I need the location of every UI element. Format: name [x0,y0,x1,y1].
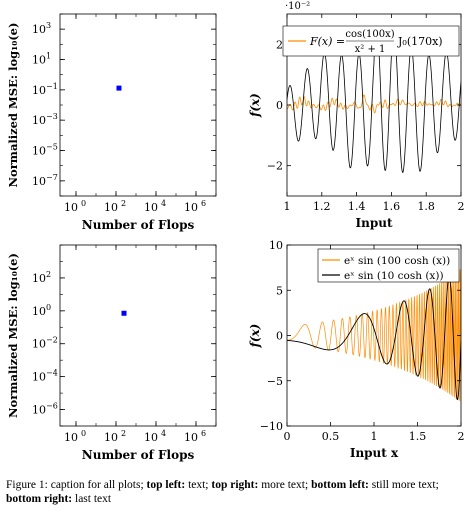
caption-label-top-right: top right: [211,479,259,491]
y-tick-label: 10 [32,371,46,384]
x-tick-label: 1 [371,430,378,443]
caption-label-bottom-left: bottom left: [311,479,369,491]
x-tick-label: 0.5 [322,430,340,443]
caption-text-top-left: text; [185,479,212,491]
legend-label-lhs: F(x) = [309,35,345,48]
x-tick-label-exponent: 6 [201,429,206,438]
legend-label-numerator: cos(100x) [345,29,394,40]
y-tick-label-exponent: −4 [46,369,58,378]
y-tick-label: 10 [32,305,46,318]
legend-entry-1: eˣ sin (10 cosh (x)) [344,270,444,282]
y-axis-label: f(x) [248,93,262,118]
x-tick-label: 1.6 [383,200,401,213]
figure-caption: Figure 1: caption for all plots; top lef… [6,478,468,506]
y-tick-label: 10 [32,404,46,417]
x-tick-label: 1.5 [409,430,427,443]
x-tick-label-exponent: 4 [161,429,166,438]
chart-br: 0 0.5 1 1.5 2 −10 −5 0 5 10 Input x f(x) eˣ sin (100… [248,239,465,460]
x-axis-label: Input x [350,446,399,460]
series-line-1 [287,276,461,401]
x-axis-label: Number of Flops [82,218,195,232]
y-tick-label: 10 [32,23,46,36]
caption-label-bottom-right: bottom right: [6,493,73,505]
x-tick-label: 10 [104,201,118,214]
legend-box [317,248,460,283]
y-tick-label-exponent: −6 [46,402,58,411]
plot-frame [59,244,217,427]
y-tick-label: −5 [267,375,283,388]
x-tick-label: 1.2 [313,200,331,213]
y-tick-label: 10 [32,175,46,188]
y-tick-label: 2 [276,38,283,51]
x-tick-label: 1.8 [417,200,435,213]
y-axis-label: f(x) [248,324,262,349]
plot-area [287,25,461,173]
x-tick-label: 2 [458,200,465,213]
y-tick-label: 10 [32,272,46,285]
legend-label-bessel: J₀(170x) [397,35,443,48]
data-point [116,85,122,91]
x-tick-label: 10 [104,431,118,444]
legend-label-denominator: x² + 1 [355,44,386,55]
y-axis-label: Normalized MSE: log₁₀(e) [6,253,20,418]
x-tick-label-exponent: 2 [121,199,126,208]
y-tick-label-exponent: −5 [46,143,58,152]
x-tick-label-exponent: 6 [201,199,206,208]
plot-area [287,269,461,402]
x-axis-label: Input [356,216,393,230]
x-tick-label-exponent: 4 [161,199,166,208]
x-tick-label: 2 [458,430,465,443]
y-tick-label: 10 [269,239,283,252]
y-tick-label: 0 [276,99,283,112]
x-tick-label-exponent: 0 [81,429,86,438]
x-tick-label: 10 [144,431,158,444]
x-tick-label: 10 [64,201,78,214]
data-point [121,310,127,316]
plot-frame [59,13,217,197]
x-axis-label: Number of Flops [82,448,195,462]
caption-text-top-right: more text; [258,479,312,491]
y-tick-label-exponent: 1 [46,52,51,61]
caption-text-bottom-left: still more text; [368,479,439,491]
y-tick-label: 10 [32,54,46,67]
y-tick-label: 5 [276,284,283,297]
y-tick-label-exponent: −7 [46,173,58,182]
y-tick-label: −2 [267,160,283,173]
legend-entry-0: eˣ sin (100 cosh (x)) [344,255,450,267]
y-tick-label: 10 [32,145,46,158]
legend: eˣ sin (100 cosh (x)) eˣ sin (10 cosh (x)… [317,248,460,283]
x-tick-label: 0 [284,430,291,443]
y-axis-multiplier: ·10⁻² [285,1,310,12]
y-tick-label-exponent: −3 [46,112,58,121]
y-tick-label-exponent: 3 [46,21,51,30]
x-tick-label: 1.4 [348,200,366,213]
chart-tr: 1 1.2 1.4 1.6 1.8 2 −2 0 2 ·10⁻² Input f(x) F(x) =co… [248,1,465,230]
x-tick-label: 10 [184,201,198,214]
caption-prefix: Figure 1: caption for all plots; [6,479,147,491]
y-tick-label: 10 [32,114,46,127]
figure: 10 0 10 2 10 4 10 610 310 110 −110 −310 −510 −7Number… [6,1,465,462]
x-tick-label: 10 [64,431,78,444]
caption-label-top-left: top left: [146,479,186,491]
chart-tl: 10 0 10 2 10 4 10 610 310 110 −110 −310 −510 −7Number… [6,13,217,232]
x-tick-label: 1 [284,200,291,213]
y-tick-label: 10 [32,338,46,351]
caption-text-bottom-right: last text [72,493,112,505]
y-axis-label: Normalized MSE: log₁₀(e) [6,23,20,188]
y-tick-label-exponent: 0 [46,303,51,312]
y-tick-label: −10 [260,420,283,433]
x-tick-label-exponent: 2 [121,429,126,438]
series-line-orange [287,94,461,114]
x-tick-label: 10 [184,431,198,444]
series-line-black [287,25,461,173]
x-tick-label: 10 [144,201,158,214]
x-tick-label-exponent: 0 [81,199,86,208]
y-tick-label: 10 [32,84,46,97]
y-tick-label-exponent: −1 [46,82,58,91]
y-tick-label-exponent: −2 [46,336,58,345]
y-tick-label: 0 [276,330,283,343]
legend: F(x) =cos(100x) x² + 1 J₀(170x) [282,25,460,57]
y-tick-label-exponent: 2 [46,270,51,279]
